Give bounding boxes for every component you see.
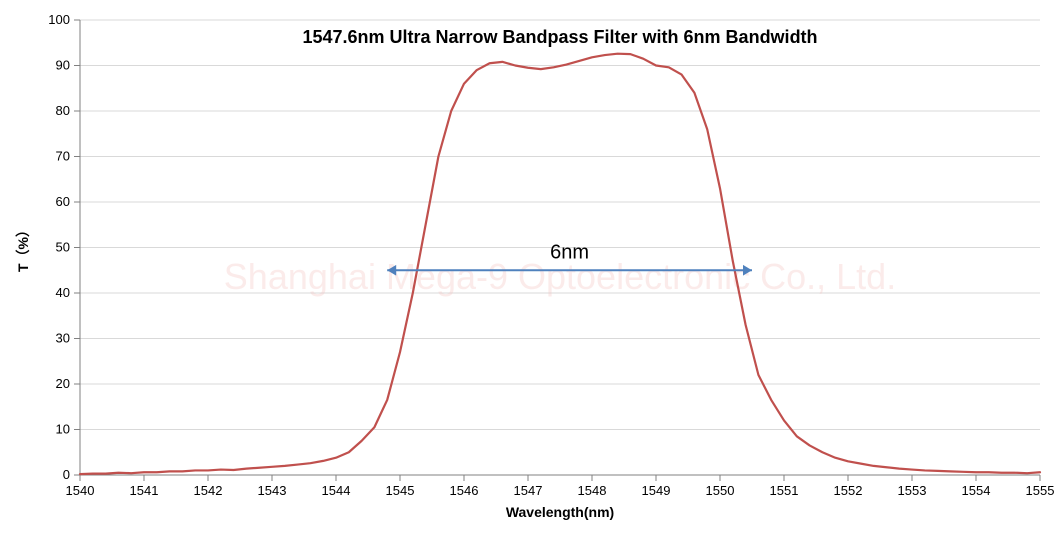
x-tick-label: 1540: [66, 483, 95, 498]
y-tick-label: 50: [56, 240, 70, 255]
chart-svg: Shanghai Mega-9 Optoelectronic Co., Ltd.…: [0, 0, 1060, 535]
x-tick-label: 1545: [386, 483, 415, 498]
x-tick-label: 1554: [962, 483, 991, 498]
y-tick-label: 10: [56, 422, 70, 437]
y-axis-label: T（%）: [15, 223, 31, 272]
chart-title: 1547.6nm Ultra Narrow Bandpass Filter wi…: [302, 27, 817, 47]
x-tick-label: 1550: [706, 483, 735, 498]
y-tick-label: 100: [48, 12, 70, 27]
x-tick-label: 1542: [194, 483, 223, 498]
x-tick-label: 1546: [450, 483, 479, 498]
y-tick-label: 70: [56, 149, 70, 164]
y-tick-label: 20: [56, 376, 70, 391]
fwhm-label: 6nm: [550, 241, 589, 263]
x-tick-label: 1541: [130, 483, 159, 498]
x-tick-label: 1544: [322, 483, 351, 498]
y-tick-label: 30: [56, 331, 70, 346]
x-tick-label: 1552: [834, 483, 863, 498]
y-tick-label: 90: [56, 58, 70, 73]
x-tick-label: 1548: [578, 483, 607, 498]
y-tick-label: 60: [56, 194, 70, 209]
x-tick-label: 1549: [642, 483, 671, 498]
y-tick-label: 80: [56, 103, 70, 118]
x-tick-label: 1553: [898, 483, 927, 498]
x-tick-label: 1543: [258, 483, 287, 498]
x-tick-label: 1547: [514, 483, 543, 498]
x-axis-label: Wavelength(nm): [506, 504, 614, 520]
x-tick-label: 1551: [770, 483, 799, 498]
y-tick-label: 40: [56, 285, 70, 300]
chart-container: Shanghai Mega-9 Optoelectronic Co., Ltd.…: [0, 0, 1060, 535]
y-tick-label: 0: [63, 467, 70, 482]
x-tick-label: 1555: [1026, 483, 1055, 498]
